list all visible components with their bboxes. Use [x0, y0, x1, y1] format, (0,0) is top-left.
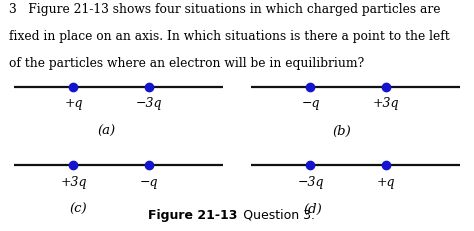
Text: 3   Figure 21-13 shows four situations in which charged particles are: 3 Figure 21-13 shows four situations in …: [9, 3, 441, 16]
Text: of the particles where an electron will be in equilibrium?: of the particles where an electron will …: [9, 57, 365, 70]
Text: (d): (d): [303, 203, 322, 216]
Text: −q: −q: [301, 97, 320, 110]
Text: +q: +q: [64, 97, 83, 110]
Text: Question 3.: Question 3.: [237, 209, 315, 222]
Text: fixed in place on an axis. In which situations is there a point to the left: fixed in place on an axis. In which situ…: [9, 30, 450, 43]
Text: (a): (a): [98, 125, 116, 138]
Text: +3q: +3q: [373, 97, 400, 110]
Text: Figure 21-13: Figure 21-13: [147, 209, 237, 222]
Text: +3q: +3q: [60, 176, 87, 189]
Text: −3q: −3q: [297, 176, 324, 189]
Text: −3q: −3q: [136, 97, 163, 110]
Text: −q: −q: [140, 176, 159, 189]
Text: +q: +q: [377, 176, 396, 189]
Text: (b): (b): [332, 125, 351, 138]
Text: (c): (c): [69, 203, 87, 216]
